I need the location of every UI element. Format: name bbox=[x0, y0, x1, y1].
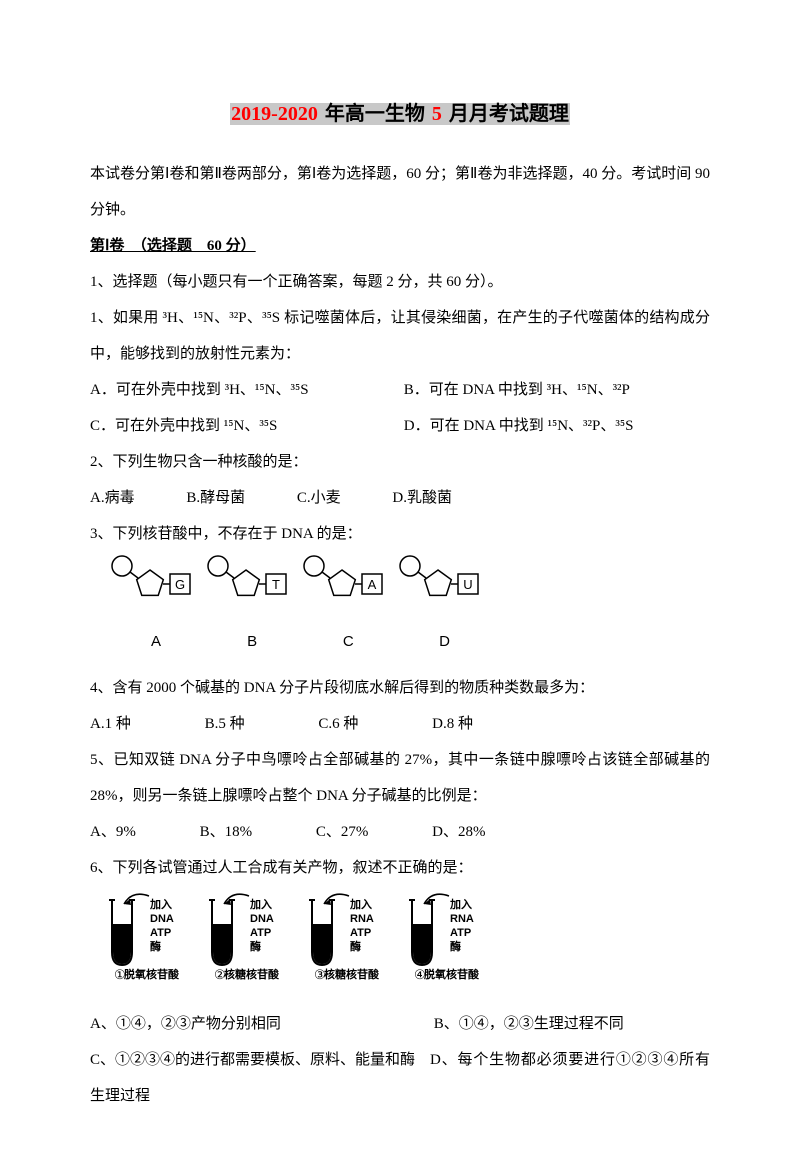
q4-opt-d: D.8 种 bbox=[432, 716, 473, 732]
q1-opt-b: B．可在 DNA 中找到 ³H、¹⁵N、³²P bbox=[404, 372, 630, 408]
q6-figure: 加入DNAATP酶脱氧核苷酸①加入DNAATP酶核糖核苷酸②加入RNAATP酶核… bbox=[104, 890, 710, 996]
q3-label-b: B bbox=[206, 624, 298, 660]
svg-text:酶: 酶 bbox=[350, 939, 361, 953]
svg-text:酶: 酶 bbox=[250, 939, 261, 953]
q5-opt-b: B、18% bbox=[200, 824, 253, 840]
q1-opt-a: A．可在外壳中找到 ³H、¹⁵N、³⁵S bbox=[90, 372, 400, 408]
svg-text:加入: 加入 bbox=[149, 897, 172, 911]
title-month: 5 bbox=[432, 103, 442, 125]
q6-row2: C、①②③④的进行都需要模板、原料、能量和酶D、每个生物都必须要进行①②③④所有… bbox=[90, 1042, 710, 1114]
q4-stem: 4、含有 2000 个碱基的 DNA 分子片段彻底水解后得到的物质种类数最多为： bbox=[90, 670, 710, 706]
svg-text:加入: 加入 bbox=[349, 897, 372, 911]
test-tube-diagram: 加入DNAATP酶脱氧核苷酸①加入DNAATP酶核糖核苷酸②加入RNAATP酶核… bbox=[104, 890, 534, 982]
svg-text:脱氧核苷酸: 脱氧核苷酸 bbox=[124, 967, 180, 981]
q6-stem: 6、下列各试管通过人工合成有关产物，叙述不正确的是： bbox=[90, 850, 710, 886]
q5-opt-a: A、9% bbox=[90, 824, 136, 840]
q5-opt-c: C、27% bbox=[316, 824, 369, 840]
svg-text:RNA: RNA bbox=[450, 913, 474, 925]
q3-label-d: D bbox=[399, 624, 491, 660]
exam-title: 2019-2020 年高一生物 5 月月考试题理 bbox=[90, 90, 710, 138]
title-mid2: 月月考试题理 bbox=[443, 103, 570, 125]
svg-text:U: U bbox=[463, 577, 472, 592]
intro-text: 本试卷分第Ⅰ卷和第Ⅱ卷两部分，第Ⅰ卷为选择题，60 分；第Ⅱ卷为非选择题，40 … bbox=[90, 156, 710, 228]
q6-opt-c: C、①②③④的进行都需要模板、原料、能量和酶 bbox=[90, 1042, 430, 1078]
svg-text:①: ① bbox=[114, 967, 126, 982]
svg-text:③: ③ bbox=[314, 967, 326, 982]
q3-figure: GTAU bbox=[110, 554, 710, 618]
q4-opt-a: A.1 种 bbox=[90, 716, 131, 732]
q3-stem: 3、下列核苷酸中，不存在于 DNA 的是： bbox=[90, 516, 710, 552]
instructions: 1、选择题（每小题只有一个正确答案，每题 2 分，共 60 分）。 bbox=[90, 264, 710, 300]
q3-labels: A B C D bbox=[110, 624, 710, 660]
q1-row2: C．可在外壳中找到 ¹⁵N、³⁵S D．可在 DNA 中找到 ¹⁵N、³²P、³… bbox=[90, 408, 710, 444]
svg-text:ATP: ATP bbox=[450, 927, 471, 939]
svg-text:A: A bbox=[368, 577, 377, 592]
section1-header: 第Ⅰ卷 （选择题 60 分） bbox=[90, 228, 710, 264]
svg-text:核糖核苷酸: 核糖核苷酸 bbox=[224, 967, 280, 981]
svg-text:④: ④ bbox=[414, 967, 426, 982]
svg-text:②: ② bbox=[214, 967, 226, 982]
q4-opt-c: C.6 种 bbox=[318, 716, 358, 732]
svg-text:加入: 加入 bbox=[249, 897, 272, 911]
q2-opt-a: A.病毒 bbox=[90, 490, 135, 506]
svg-text:ATP: ATP bbox=[150, 927, 171, 939]
svg-text:G: G bbox=[175, 577, 185, 592]
q3-label-c: C bbox=[302, 624, 394, 660]
svg-text:酶: 酶 bbox=[450, 939, 461, 953]
exam-page: 2019-2020 年高一生物 5 月月考试题理 本试卷分第Ⅰ卷和第Ⅱ卷两部分，… bbox=[0, 0, 800, 1164]
svg-text:DNA: DNA bbox=[250, 913, 274, 925]
svg-text:脱氧核苷酸: 脱氧核苷酸 bbox=[424, 967, 480, 981]
title-mid1: 年高一生物 bbox=[319, 103, 431, 125]
q2-stem: 2、下列生物只含一种核酸的是： bbox=[90, 444, 710, 480]
svg-text:核糖核苷酸: 核糖核苷酸 bbox=[324, 967, 380, 981]
q5-stem: 5、已知双链 DNA 分子中鸟嘌呤占全部碱基的 27%，其中一条链中腺嘌呤占该链… bbox=[90, 742, 710, 814]
nucleotide-diagram: GTAU bbox=[110, 554, 510, 604]
svg-text:ATP: ATP bbox=[250, 927, 271, 939]
q1-row1: A．可在外壳中找到 ³H、¹⁵N、³⁵S B．可在 DNA 中找到 ³H、¹⁵N… bbox=[90, 372, 710, 408]
svg-text:ATP: ATP bbox=[350, 927, 371, 939]
spacer bbox=[90, 660, 710, 670]
q2-opt-d: D.乳酸菌 bbox=[392, 490, 452, 506]
q5-options: A、9% B、18% C、27% D、28% bbox=[90, 814, 710, 850]
svg-text:酶: 酶 bbox=[150, 939, 161, 953]
svg-text:加入: 加入 bbox=[449, 897, 472, 911]
q1-opt-d: D．可在 DNA 中找到 ¹⁵N、³²P、³⁵S bbox=[404, 408, 634, 444]
q4-opt-b: B.5 种 bbox=[205, 716, 245, 732]
svg-text:RNA: RNA bbox=[350, 913, 374, 925]
svg-text:DNA: DNA bbox=[150, 913, 174, 925]
q6-opt-b: B、①④，②③生理过程不同 bbox=[434, 1006, 624, 1042]
q2-opt-b: B.酵母菌 bbox=[186, 490, 245, 506]
q5-opt-d: D、28% bbox=[432, 824, 485, 840]
q1-opt-c: C．可在外壳中找到 ¹⁵N、³⁵S bbox=[90, 408, 400, 444]
q3-label-a: A bbox=[110, 624, 202, 660]
title-year: 2019-2020 bbox=[231, 103, 318, 125]
q4-options: A.1 种 B.5 种 C.6 种 D.8 种 bbox=[90, 706, 710, 742]
q6-row1: A、①④，②③产物分别相同 B、①④，②③生理过程不同 bbox=[90, 1006, 710, 1042]
q1-stem: 1、如果用 ³H、¹⁵N、³²P、³⁵S 标记噬菌体后，让其侵染细菌，在产生的子… bbox=[90, 300, 710, 372]
q2-opt-c: C.小麦 bbox=[297, 490, 341, 506]
q6-opt-a: A、①④，②③产物分别相同 bbox=[90, 1006, 430, 1042]
q2-options: A.病毒 B.酵母菌 C.小麦 D.乳酸菌 bbox=[90, 480, 710, 516]
svg-text:T: T bbox=[272, 577, 280, 592]
